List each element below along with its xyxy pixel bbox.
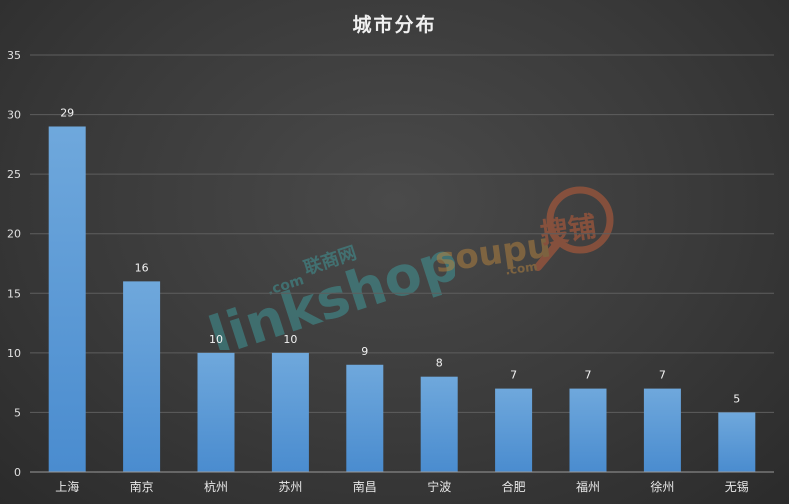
data-label: 7 [585, 369, 592, 382]
chart-title: 城市分布 [352, 14, 437, 36]
y-tick-label: 0 [14, 466, 21, 479]
y-tick-label: 5 [14, 406, 21, 419]
y-tick-label: 35 [7, 49, 21, 62]
x-tick-label: 南京 [130, 479, 154, 494]
y-tick-label: 15 [7, 287, 21, 300]
x-tick-label: 苏州 [278, 480, 302, 494]
bar [48, 126, 86, 472]
bar [271, 352, 309, 472]
bar [420, 376, 458, 472]
y-tick-label: 10 [7, 347, 21, 360]
data-label: 10 [283, 333, 297, 346]
data-label: 8 [436, 357, 443, 370]
y-tick-label: 20 [7, 228, 21, 241]
x-tick-label: 合肥 [502, 479, 526, 494]
x-tick-label: 无锡 [725, 479, 749, 494]
x-tick-label: 南昌 [353, 479, 377, 494]
data-label: 16 [135, 261, 149, 274]
data-label: 5 [733, 392, 740, 405]
x-tick-label: 上海 [55, 479, 79, 494]
data-label: 7 [659, 369, 666, 382]
bar [643, 388, 681, 472]
bar [495, 388, 533, 472]
x-tick-label: 杭州 [204, 479, 228, 494]
bar [346, 364, 384, 472]
bar [123, 281, 161, 472]
data-label: 29 [60, 106, 74, 119]
bar [197, 352, 235, 472]
x-tick-label: 徐州 [650, 479, 674, 494]
x-tick-label: 宁波 [427, 479, 451, 494]
x-tick-label: 福州 [576, 479, 600, 494]
data-label: 9 [361, 345, 368, 358]
y-tick-label: 25 [7, 168, 21, 181]
data-label: 7 [510, 369, 517, 382]
data-label: 10 [209, 333, 223, 346]
bar [718, 412, 756, 472]
bar [569, 388, 607, 472]
y-tick-label: 30 [7, 109, 21, 122]
